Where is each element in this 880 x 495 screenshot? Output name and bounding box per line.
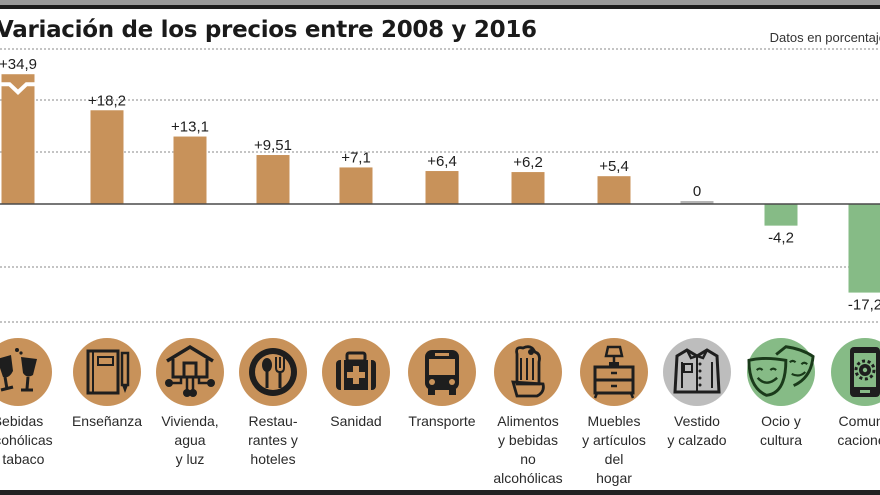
notebook-pencil-icon	[73, 338, 141, 406]
top-rule	[0, 0, 880, 5]
category-label: Restau- rantes y hoteles	[248, 413, 298, 467]
data-label: +6,2	[513, 154, 543, 171]
first-aid-kit-icon	[322, 338, 390, 406]
grocery-bag-icon	[494, 338, 562, 406]
data-label: +18,2	[88, 92, 126, 109]
category-label: Bebidas alcohólicas y tabaco	[0, 413, 53, 467]
category-label: Muebles y artículos del hogar	[582, 413, 646, 486]
bar	[90, 110, 124, 204]
unit-note: Datos en porcentaje	[769, 30, 880, 45]
bar	[848, 204, 880, 293]
wine-glasses-icon	[0, 338, 52, 406]
plate-spoon-fork-icon	[239, 338, 307, 406]
category-label: Enseñanza	[71, 413, 143, 429]
bar-chart: +34,9 +18,2 +13,1 +9,51 +7,1 +6,4 +6,2 +5,4 0 -4,…	[0, 48, 880, 323]
category-item: Alimentos y bebidas no alcohólicas	[486, 338, 570, 488]
category-label: Vestido y calzado	[667, 413, 727, 448]
category-item: Ocio y cultura	[739, 338, 823, 450]
bar	[256, 155, 290, 204]
data-label: +7,1	[341, 149, 371, 166]
bar	[425, 171, 459, 204]
smartphone-gear-icon	[831, 338, 880, 406]
house-network-icon	[156, 338, 224, 406]
bus-icon	[408, 338, 476, 406]
category-item: Enseñanza	[65, 338, 149, 431]
category-item: Vivienda, agua y luz	[148, 338, 232, 469]
data-label: -17,2	[848, 297, 880, 314]
bottom-rule	[0, 490, 880, 495]
axis-break-mark	[1, 82, 35, 95]
data-label: +34,9	[0, 56, 37, 73]
bar	[597, 176, 631, 204]
category-item: Bebidas alcohólicas y tabaco	[0, 338, 60, 469]
category-label: Transporte	[408, 413, 476, 429]
data-label: +13,1	[171, 119, 209, 136]
category-item: Restau- rantes y hoteles	[231, 338, 315, 469]
category-item: Sanidad	[314, 338, 398, 431]
category-item: Vestido y calzado	[655, 338, 739, 450]
data-label: +9,51	[254, 137, 292, 154]
bar	[1, 74, 35, 204]
bar	[339, 167, 373, 204]
shirt-icon	[663, 338, 731, 406]
bar	[764, 204, 798, 226]
category-label: Alimentos y bebidas no alcohólicas	[493, 413, 563, 486]
top-rule-dark	[0, 5, 880, 9]
category-item: Transporte	[400, 338, 484, 431]
data-label: +5,4	[599, 158, 629, 175]
category-label: Sanidad	[330, 413, 382, 429]
chart-title: Variación de los precios entre 2008 y 20…	[0, 17, 537, 43]
category-label: Ocio y cultura	[759, 413, 803, 448]
bar	[680, 201, 714, 204]
theater-masks-icon	[747, 338, 815, 406]
category-item: Muebles y artículos del hogar	[572, 338, 656, 488]
nightstand-lamp-icon	[580, 338, 648, 406]
bar	[173, 136, 207, 204]
data-label: +6,4	[427, 153, 457, 170]
data-label: -4,2	[768, 230, 794, 247]
data-label: 0	[693, 183, 701, 200]
category-label: Vivienda, agua y luz	[161, 413, 219, 467]
bar	[511, 172, 545, 204]
category-label: Comuni- caciones	[837, 413, 880, 448]
category-item: Comuni- caciones	[823, 338, 880, 450]
